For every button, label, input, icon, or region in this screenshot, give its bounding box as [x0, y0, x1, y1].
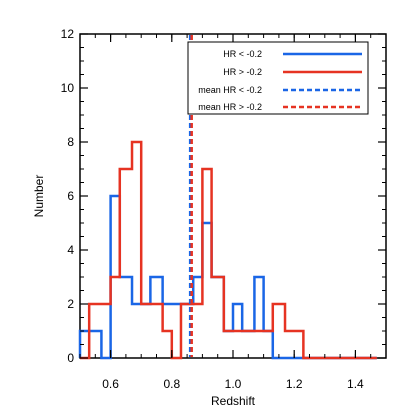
y-tick-label: 2: [67, 297, 74, 311]
mean-lines-layer: [188, 35, 193, 357]
x-tick-label: 1.4: [347, 377, 364, 391]
legend-label-hr-gt: HR > -0.2: [223, 67, 262, 77]
x-axis-label: Redshift: [211, 394, 256, 408]
legend-label-hr-lt: HR < -0.2: [223, 49, 262, 59]
y-tick-label: 0: [67, 351, 74, 365]
y-axis-label: Number: [32, 175, 46, 218]
legend: HR < -0.2 HR > -0.2 mean HR < -0.2 mean …: [187, 41, 369, 115]
series-step-0: [78, 194, 377, 360]
y-tick-label: 8: [67, 135, 74, 149]
legend-label-mean-hr-lt: mean HR < -0.2: [198, 85, 262, 95]
y-tick-label: 12: [61, 27, 75, 41]
series-step-1: [80, 140, 377, 360]
y-tick-label: 4: [67, 243, 74, 257]
y-tick-label: 10: [61, 81, 75, 95]
x-tick-label: 1.2: [286, 377, 303, 391]
axis-ticks-layer: 0.6 0.8 1.0 1.2 1.4 0 2 4 6 8 10 12: [61, 27, 387, 391]
x-tick-label: 0.6: [102, 377, 119, 391]
histogram-series-layer: [78, 140, 377, 360]
x-tick-label: 1.0: [225, 377, 242, 391]
y-tick-label: 6: [67, 189, 74, 203]
legend-label-mean-hr-gt: mean HR > -0.2: [198, 102, 262, 112]
x-tick-label: 0.8: [163, 377, 180, 391]
